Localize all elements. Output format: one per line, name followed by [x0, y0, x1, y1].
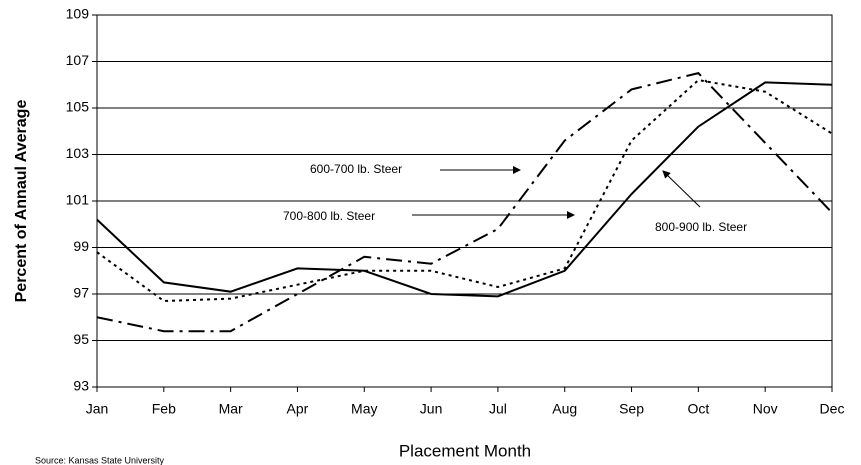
series-line [96, 79, 833, 302]
x-tick-label: Jan [86, 401, 109, 417]
x-tick-label: May [351, 401, 377, 417]
y-tick-label: 97 [73, 285, 89, 301]
y-tick-label: 109 [66, 6, 90, 22]
x-tick-label: Jul [489, 401, 507, 417]
x-tick-label: Aug [552, 401, 577, 417]
source-note: Source: Kansas State University [35, 455, 165, 465]
x-tick-label: Nov [753, 401, 778, 417]
y-tick-label: 101 [66, 192, 90, 208]
y-tick-label: 95 [73, 331, 89, 347]
plot-frame [96, 14, 833, 388]
series-label: 600-700 lb. Steer [310, 162, 402, 176]
y-tick-label: 105 [66, 99, 90, 115]
y-tick-label: 107 [66, 52, 90, 68]
x-tick-label: Mar [219, 401, 243, 417]
series-label: 700-800 lb. Steer [283, 209, 375, 223]
label-arrow [662, 170, 701, 208]
x-tick-label: Dec [820, 401, 845, 417]
y-tick-label: 103 [66, 145, 90, 161]
series-line [96, 81, 833, 298]
x-tick-label: Apr [287, 401, 309, 417]
x-axis-title: Placement Month [399, 441, 531, 460]
series-label: 800-900 lb. Steer [655, 220, 747, 234]
x-tick-label: Feb [152, 401, 176, 417]
y-tick-label: 93 [73, 378, 89, 394]
x-tick-label: Jun [420, 401, 443, 417]
y-tick-label: 99 [73, 238, 89, 254]
x-tick-label: Sep [619, 401, 644, 417]
y-axis-title: Percent of Annaul Average [13, 100, 30, 303]
x-tick-label: Oct [687, 401, 709, 417]
